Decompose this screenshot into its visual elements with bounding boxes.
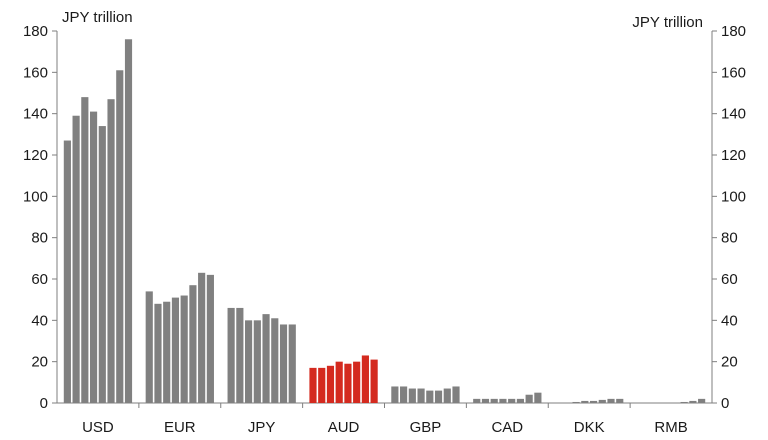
bar-usd <box>81 97 89 403</box>
bar-cad <box>499 398 507 403</box>
bar-dkk <box>616 398 624 403</box>
left-axis-tick-label: 40 <box>31 312 48 329</box>
category-label: AUD <box>328 419 360 436</box>
bar-gbp <box>452 386 460 403</box>
left-axis-tick-label: 120 <box>23 147 48 164</box>
right-axis-tick-label: 80 <box>721 230 738 247</box>
bar-jpy <box>288 324 296 403</box>
right-axis-unit-label: JPY trillion <box>632 14 703 31</box>
left-axis-tick-label: 0 <box>40 395 48 412</box>
left-axis-tick-label: 80 <box>31 230 48 247</box>
bar-eur <box>163 301 171 403</box>
left-axis-unit-label: JPY trillion <box>62 9 133 26</box>
bar-cad <box>525 394 533 403</box>
bar-aud <box>318 367 326 403</box>
bar-jpy <box>245 320 253 403</box>
bar-eur <box>180 295 188 403</box>
right-axis-tick-label: 0 <box>721 395 729 412</box>
bar-gbp <box>400 386 408 403</box>
bar-rmb <box>689 400 697 403</box>
right-axis-tick-label: 140 <box>721 106 746 123</box>
bar-aud <box>309 367 317 403</box>
bar-aud <box>326 365 335 403</box>
category-label: USD <box>82 419 114 436</box>
bar-cad <box>516 398 524 403</box>
bar-usd <box>98 126 106 403</box>
bar-usd <box>72 115 80 403</box>
left-axis-tick-label: 60 <box>31 271 48 288</box>
bar-jpy <box>253 320 261 403</box>
bar-cad <box>481 398 490 403</box>
bar-rmb <box>680 401 688 403</box>
bar-aud <box>344 363 352 403</box>
bar-usd <box>63 140 71 403</box>
left-axis-tick-label: 20 <box>31 354 48 371</box>
bar-usd <box>124 39 133 404</box>
bar-jpy <box>262 314 270 403</box>
bar-eur <box>171 297 180 403</box>
bar-gbp <box>434 390 443 403</box>
bar-eur <box>198 272 206 403</box>
bar-eur <box>145 291 153 403</box>
bar-aud <box>353 361 361 403</box>
bar-gbp <box>426 390 434 403</box>
left-axis: 0 20 40 60 80 100 120 140 160 180 <box>23 23 58 412</box>
bar-cad <box>534 392 542 403</box>
bar-eur <box>206 274 214 403</box>
bar-rmb <box>698 398 706 403</box>
bar-dkk <box>581 400 589 403</box>
category-label: JPY <box>248 419 276 436</box>
left-axis-tick-label: 140 <box>23 106 48 123</box>
bar-dkk <box>589 400 598 403</box>
category-label: DKK <box>574 419 605 436</box>
bar-cad <box>508 398 516 403</box>
right-axis-tick-label: 100 <box>721 188 746 205</box>
bar-dkk <box>598 399 606 403</box>
bar-gbp <box>443 388 451 403</box>
left-axis-tick-label: 100 <box>23 188 48 205</box>
bar-jpy <box>236 307 244 403</box>
bar-jpy <box>271 318 279 403</box>
bar-eur <box>154 303 162 403</box>
right-axis-tick-label: 40 <box>721 312 738 329</box>
category-label: CAD <box>491 419 523 436</box>
category-label: RMB <box>654 419 687 436</box>
bar-dkk <box>572 401 580 403</box>
bar-cad <box>473 398 481 403</box>
bar-aud <box>370 359 378 403</box>
bar-cad <box>490 398 498 403</box>
left-axis-tick-label: 160 <box>23 64 48 81</box>
right-axis-tick-label: 60 <box>721 271 738 288</box>
bar-usd <box>107 99 115 403</box>
right-axis-tick-label: 160 <box>721 64 746 81</box>
right-axis-tick-label: 180 <box>721 23 746 40</box>
bar-jpy <box>279 324 288 403</box>
bar-gbp <box>391 386 399 403</box>
right-axis: 0 20 40 60 80 100 120 140 160 180 <box>711 23 746 412</box>
bar-usd <box>89 111 98 403</box>
right-axis-tick-label: 120 <box>721 147 746 164</box>
x-axis: USD EUR JPY AUD GBP CAD DKK RMB <box>57 402 712 436</box>
bar-gbp <box>408 388 416 403</box>
bar-aud <box>335 361 343 403</box>
bar-eur <box>189 285 197 403</box>
right-axis-tick-label: 20 <box>721 354 738 371</box>
bar-aud <box>361 355 369 403</box>
bar-usd <box>116 70 124 404</box>
category-label: EUR <box>164 419 196 436</box>
bars <box>63 39 706 404</box>
bar-gbp <box>417 388 425 403</box>
category-label: GBP <box>410 419 442 436</box>
bar-jpy <box>227 307 235 403</box>
bar-dkk <box>607 398 615 403</box>
left-axis-tick-label: 180 <box>23 23 48 40</box>
